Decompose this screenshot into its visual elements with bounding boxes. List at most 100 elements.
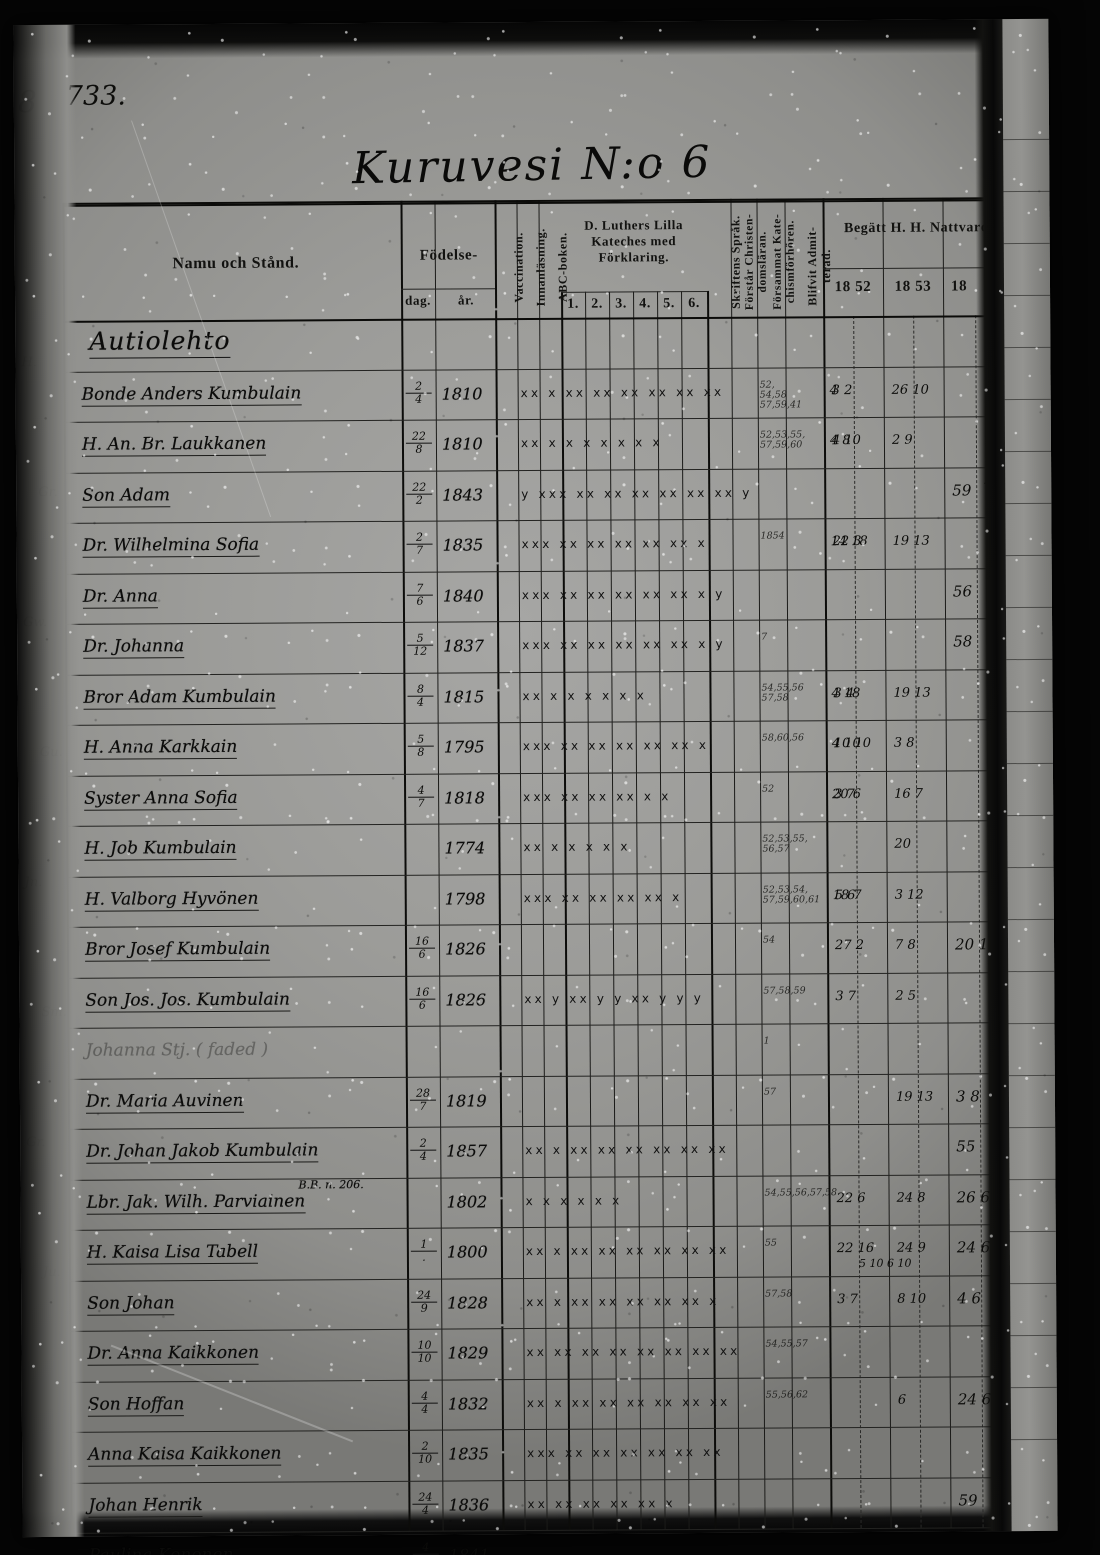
entry-birth-year: 1818 (444, 788, 485, 808)
entry-marks: xxx xx xx xx x x (523, 789, 672, 805)
header-catechism-5: 5. (663, 296, 675, 312)
entry-name: Bonde Anders Kumbulain (81, 383, 302, 407)
entry-neglected: 55,56,62 (765, 1389, 809, 1401)
entry-neglected: 54,55,57 (765, 1338, 808, 1350)
entry-communion-2: 24 9 (896, 1240, 926, 1256)
entry-name: H. An. Br. Laukkanen (81, 433, 267, 457)
entry-communion-2: 26 10 (891, 382, 929, 398)
entry-communion-3: 4 6 (957, 1289, 982, 1308)
header-vaccination: Vaccination. (511, 232, 526, 303)
entry-communion-1: 3 4 (833, 686, 855, 702)
entry-birth-day: 4 6 (412, 1541, 439, 1555)
entry-birth-day: 10 10 (411, 1339, 438, 1364)
entry-marks: xx xx xx xx xx x (527, 1496, 676, 1512)
entry-communion-2: 2 5 (895, 988, 917, 1004)
entry-birth-day: 22 2 (406, 481, 433, 506)
entry-communion-3: 56 (952, 582, 973, 601)
entry-neglected: 52,53,55, 56,57 (762, 833, 808, 855)
header-reading: Innanläsning. (533, 228, 548, 307)
entry-marks: xx x xx xx xx xx xx xx (525, 1141, 729, 1158)
entry-name: Paulina Kononen (88, 1544, 234, 1555)
entry-marks: xxx xx xx xx xx xx x y (521, 586, 726, 603)
entry-name: Bror Adam Kumbulain (83, 686, 276, 710)
entry-birth-day: 2 4 (405, 380, 432, 405)
entry-birth-year: 1795 (443, 737, 485, 757)
entry-name: Son Hoffan (87, 1394, 185, 1417)
entry-communion-1: 22 3 (832, 534, 862, 550)
header-neglected: Försammat Kate-chismförhören. (771, 213, 798, 310)
entry-communion-1: 27 2 (834, 937, 865, 954)
header-scripture: Skriftens Språk. (728, 215, 743, 309)
header-name: Namu och Stånd. (172, 254, 300, 273)
entry-marks: xx x xx xx xx xx xx xx (526, 1394, 731, 1411)
entry-communion-1: 3 2 (831, 383, 853, 399)
entry-communion-1: 3 7 (834, 787, 855, 803)
entry-neglected: 1 (763, 1035, 770, 1047)
entry-communion-2: 16 7 (894, 786, 924, 802)
entry-birth-day: 2 7 (406, 531, 433, 556)
entry-name: Syster Anna Sofia (84, 787, 238, 811)
entry-birth-year: 1843 (442, 485, 484, 505)
entry-neglected: 57 (763, 1086, 777, 1098)
entry-name: Dr. Maria Auvinen (85, 1090, 244, 1114)
entry-name: Dr. Anna (82, 586, 158, 609)
entry-marks: xx xx xx xx xx xx xx xx (526, 1343, 741, 1360)
entry-birth-year: 1802 (446, 1192, 488, 1212)
header-understands: Förstår Christen-domsläran. (743, 213, 770, 311)
entry-neglected: 52,53,54, 57,59,60,61 (762, 884, 821, 906)
header-catechism-1: 1. (567, 296, 579, 312)
entry-communion-2: 3 12 (894, 887, 924, 903)
entry-marks: xxx xx xx xx xx xx x (521, 535, 708, 552)
header-birth-day: dag. (405, 292, 432, 308)
entry-name: H. Kaisa Lisa Tabell (86, 1241, 259, 1265)
top-edge-shadow (13, 18, 1049, 60)
header-birth-year: år. (457, 292, 475, 308)
entry-communion-2: 6 (897, 1392, 907, 1408)
entry-name: Dr. Johanna (83, 636, 185, 659)
entry-communion-1: 3 7 (837, 1292, 858, 1308)
header-catechism-4: 4. (639, 296, 651, 312)
entry-name: Bror Josef Kumbulain (84, 938, 271, 962)
entry-marks: xx x x x x x x x (520, 435, 663, 451)
entry-communion-2: 20 (894, 836, 912, 852)
header-catechism-2: 2. (591, 296, 603, 312)
entry-name-note: B.B. n. 206. (298, 1178, 364, 1192)
entry-birth-day: 2 10 (412, 1440, 439, 1465)
entry-name: H. Job Kumbulain (84, 837, 237, 861)
document-leaf: 8 733. Kuruvesi N:o 6 Namu och Stånd. Fö… (13, 18, 1058, 1555)
entry-neglected: 54 (762, 934, 776, 946)
entry-communion-2: 24 8 (896, 1190, 926, 1206)
entry-neglected: 52 (762, 783, 775, 795)
entry-name: H. Anna Karkkain (83, 736, 238, 760)
entry-birth-day: 28 7 (409, 1087, 437, 1112)
entry-birth-year: 1826 (445, 990, 487, 1010)
header-catechism-3: 3. (615, 296, 627, 312)
entry-birth-year: 1829 (447, 1343, 489, 1363)
entry-neglected: 54,55,56,57,58 (764, 1187, 838, 1199)
entry-marks: xx x xx xx xx xx xx xx (520, 384, 725, 401)
entry-neglected: 52,53,55, 57,59,60 (759, 429, 806, 451)
entry-name: Johan Henrik (88, 1495, 203, 1518)
entry-birth-day: 8 4 (407, 683, 434, 708)
page-title: Kuruvesi N:o 6 (351, 136, 712, 195)
entry-birth-year: 1798 (444, 889, 486, 909)
table-row-rules (62, 197, 1015, 1534)
entry-birth-day: 24 4 (412, 1491, 439, 1516)
entry-birth-day: 5 12 (407, 632, 434, 657)
entry-name: Son Johan (87, 1293, 175, 1316)
entry-communion-2: 19 13 (895, 1089, 934, 1105)
entry-neglected: 1854 (760, 530, 785, 542)
entry-marks: xx y xx y y xx y y y (524, 990, 705, 1007)
entry-neglected: 52, 54,58 57,59,41 (759, 379, 803, 411)
entry-communion-2: 2 9 (891, 432, 913, 448)
entry-neglected: 7 (761, 631, 768, 643)
entry-marks: xx x x x x x x (522, 688, 648, 704)
entry-marks: xxx xx xx xx xx xx x y (522, 636, 726, 653)
entry-name: Dr. Wilhelmina Sofia (82, 534, 260, 558)
entry-birth-day: 16 6 (409, 935, 436, 960)
entry-birth-day: 4 7 (408, 784, 435, 809)
entry-communion-2: 19 13 (892, 533, 930, 549)
entry-birth-day: 4 4 (411, 1390, 438, 1415)
entry-birth-year: 1835 (448, 1444, 489, 1464)
entry-birth-year: 1810 (441, 384, 483, 404)
